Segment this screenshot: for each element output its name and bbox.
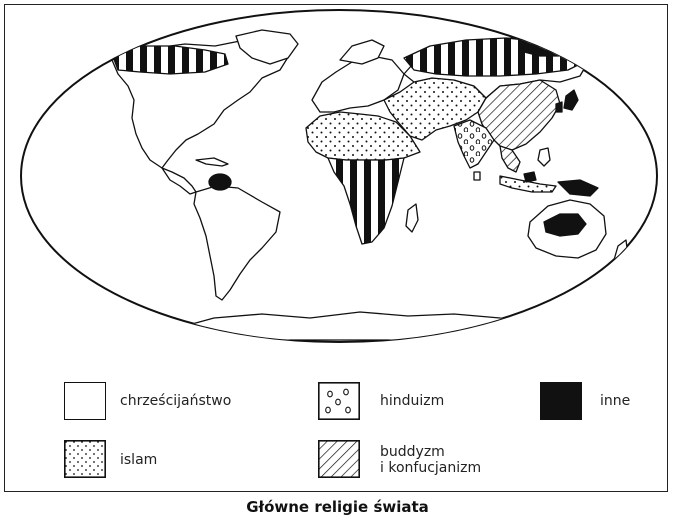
- india-hinduism: [453, 119, 495, 169]
- legend-swatch-other: [540, 382, 582, 420]
- legend-label-islam: islam: [120, 452, 158, 468]
- north-america-arctic-stripes: [111, 45, 229, 75]
- africa-north-islam: [305, 111, 421, 161]
- caribbean: [195, 157, 229, 167]
- legend-label-buddhism-line2: i konfucjanizm: [380, 460, 482, 476]
- south-america-other-region: [208, 173, 232, 191]
- legend-swatch-hinduism: [318, 382, 360, 420]
- korea: [555, 101, 563, 113]
- new-guinea: [557, 179, 599, 197]
- legend-swatch-christianity: [64, 382, 106, 420]
- japan: [563, 89, 579, 111]
- figure-caption: Główne religie świata: [246, 498, 429, 516]
- sri-lanka: [473, 171, 481, 181]
- legend-swatch-islam: [64, 440, 106, 478]
- legend-label-buddhism-line1: buddyzm: [380, 444, 445, 460]
- madagascar: [405, 203, 419, 233]
- europe: [311, 55, 405, 113]
- legend-swatch-buddhism: [318, 440, 360, 478]
- malaysia-other-region: [523, 171, 537, 183]
- figure-frame: [4, 4, 668, 492]
- legend-label-christianity: chrześcijaństwo: [120, 393, 232, 409]
- africa-south-stripes: [327, 157, 405, 245]
- south-america: [193, 185, 281, 301]
- antarctica: [169, 311, 601, 341]
- scandinavia: [339, 39, 385, 65]
- southeast-asia: [499, 145, 521, 173]
- australia-other-region: [543, 213, 587, 237]
- legend-label-other: inne: [600, 393, 631, 409]
- greenland: [235, 29, 299, 65]
- philippines: [537, 147, 551, 167]
- legend-label-hinduism: hinduizm: [380, 393, 445, 409]
